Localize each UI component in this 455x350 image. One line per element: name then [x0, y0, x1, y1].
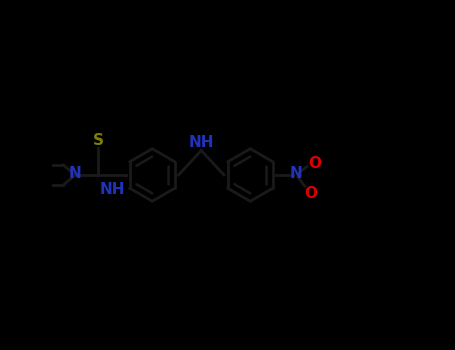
Text: S: S — [92, 133, 103, 148]
Text: N: N — [289, 166, 302, 181]
Text: NH: NH — [99, 182, 125, 197]
Text: NH: NH — [188, 135, 214, 150]
Text: O: O — [308, 156, 321, 171]
Text: N: N — [68, 166, 81, 181]
Text: O: O — [304, 186, 317, 201]
